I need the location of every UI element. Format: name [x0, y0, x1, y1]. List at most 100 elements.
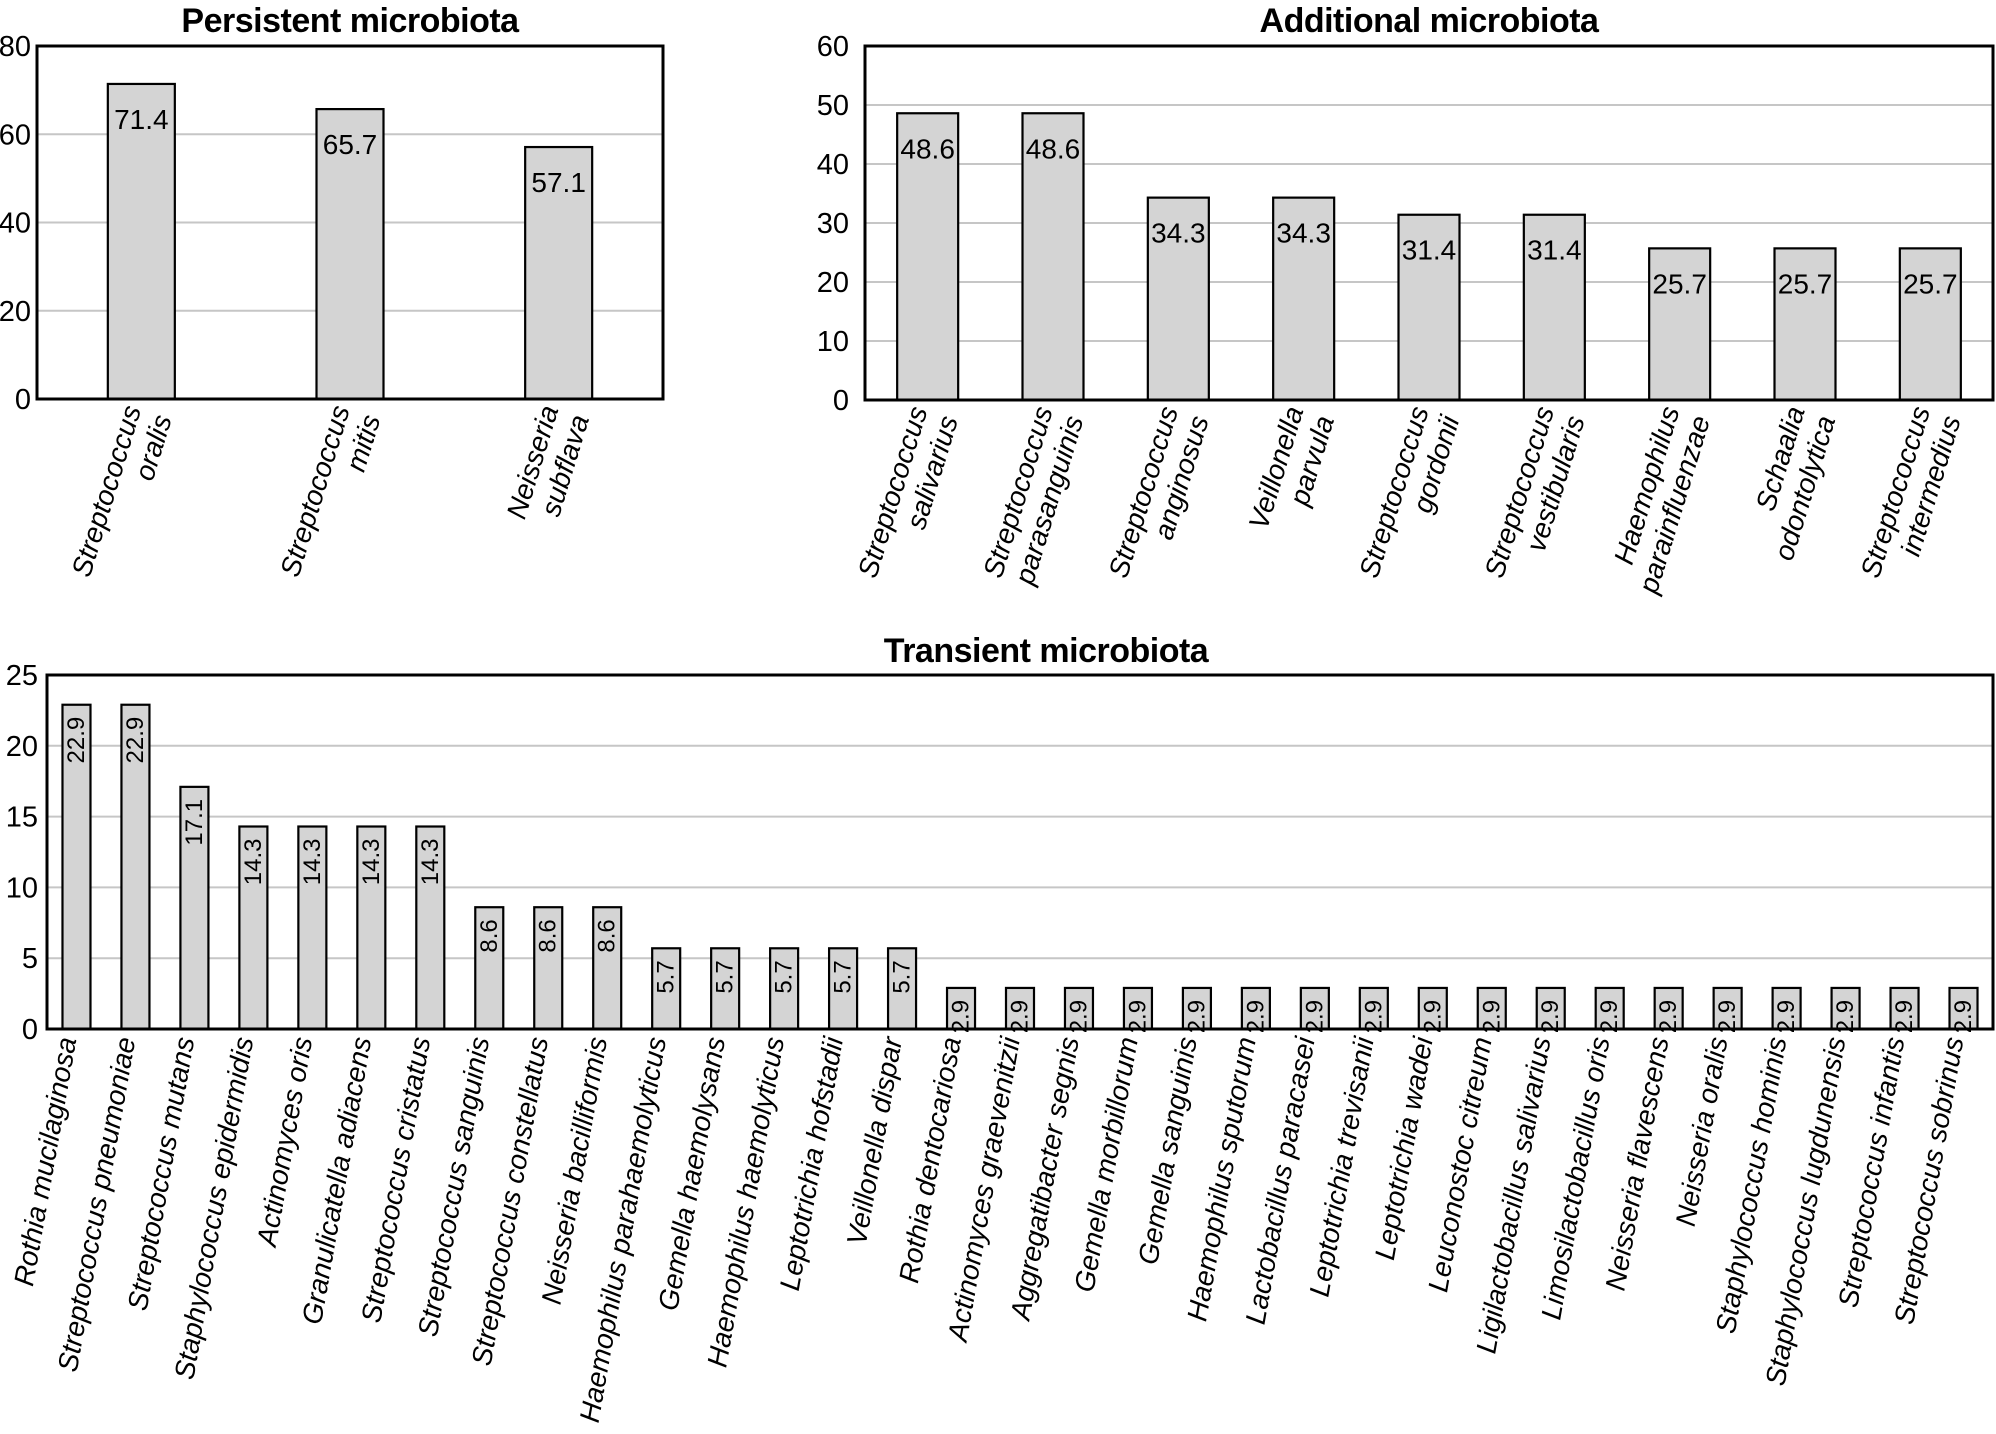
- bar-value-label: 14.3: [417, 839, 444, 886]
- bar: [179, 785, 210, 1031]
- y-tick-label: 20: [0, 296, 31, 328]
- bar: [769, 947, 800, 1031]
- category-label: Streptococcusoralis: [66, 402, 178, 590]
- category-label: Leptotrichia hofstadii: [774, 1034, 849, 1293]
- y-tick-label: 30: [817, 208, 849, 240]
- bar-value-label: 5.7: [830, 960, 857, 993]
- y-tick-label: 60: [0, 119, 31, 151]
- y-tick-label: 10: [6, 872, 38, 904]
- plot-border: [35, 44, 665, 401]
- bar-value-label: 57.1: [531, 167, 586, 198]
- bar: [1181, 986, 1213, 1031]
- y-tick-label: 25: [6, 660, 38, 692]
- category-label: Streptococcussalivarius: [852, 403, 964, 591]
- category-label: Streptococcusvestibularis: [1479, 403, 1591, 591]
- bar: [1146, 196, 1210, 402]
- category-label: Streptococcusintermedius: [1855, 403, 1967, 591]
- bar-value-label: 34.3: [1276, 218, 1331, 249]
- bar-value-label: 5.7: [712, 960, 739, 993]
- y-tick-label: 80: [0, 31, 31, 63]
- bar: [106, 82, 176, 401]
- y-tick-label: 40: [817, 149, 849, 181]
- bar-value-label: 5.7: [889, 960, 916, 993]
- bar: [896, 112, 960, 402]
- bar-value-label: 31.4: [1527, 235, 1582, 266]
- bar: [1594, 986, 1625, 1031]
- bar-value-label: 5.7: [653, 960, 680, 993]
- y-tick-label: 0: [833, 385, 849, 417]
- category-label: Rothia mucilaginosa: [8, 1035, 82, 1289]
- chart-title-persistent: Persistent microbiota: [181, 2, 519, 40]
- bar-value-label: 8.6: [535, 919, 562, 952]
- bar: [315, 107, 385, 401]
- bar: [61, 703, 92, 1031]
- bar-value-label: 14.3: [240, 839, 267, 886]
- category-label: Veillonellaparvula: [1243, 403, 1340, 542]
- bar-value-label: 8.6: [476, 919, 503, 952]
- bar: [1397, 213, 1461, 402]
- y-tick-label: 0: [22, 1014, 38, 1046]
- bar: [1272, 196, 1336, 402]
- bar: [1773, 247, 1837, 402]
- y-tick-label: 20: [6, 731, 38, 763]
- bar-value-label: 17.1: [181, 799, 208, 846]
- bar-value-label: 31.4: [1402, 235, 1457, 266]
- category-label: Leptotrichia wadei: [1369, 1034, 1439, 1262]
- chart-persistent: 0 20 40 60 80 71.4 Streptococcusoralis 65.7 Stre…: [0, 31, 665, 590]
- y-tick-label: 20: [817, 267, 849, 299]
- y-tick-label: 60: [817, 31, 849, 63]
- y-tick-label: 0: [15, 384, 31, 416]
- category-label: Haemophilusparainfluenzae: [1602, 403, 1716, 598]
- category-label: Neisseria oralis: [1670, 1035, 1734, 1229]
- bar: [1122, 986, 1154, 1031]
- bar: [1830, 986, 1861, 1031]
- bar: [297, 825, 328, 1031]
- bar: [1476, 986, 1507, 1031]
- category-label: Streptococcusmitis: [274, 402, 386, 590]
- bar-value-label: 34.3: [1151, 218, 1206, 249]
- bar-value-label: 8.6: [594, 919, 621, 952]
- category-label: Rothia dentocariosa: [893, 1035, 967, 1286]
- category-label: Streptococcusparasanguinis: [977, 403, 1089, 591]
- bar-value-label: 65.7: [323, 129, 378, 160]
- bar: [415, 825, 446, 1031]
- chart-title-transient: Transient microbiota: [883, 632, 1209, 670]
- category-label: Streptococcusanginosus: [1103, 403, 1215, 591]
- y-tick-label: 15: [6, 802, 38, 834]
- bar-value-label: 22.9: [63, 717, 90, 764]
- bar: [1358, 986, 1389, 1031]
- bar: [1417, 986, 1448, 1031]
- bar: [356, 825, 387, 1031]
- bar-value-label: 25.7: [1778, 268, 1833, 299]
- y-tick-label: 10: [817, 326, 849, 358]
- bar: [1004, 986, 1036, 1031]
- bar-value-label: 14.3: [358, 839, 385, 886]
- bar-value-label: 25.7: [1652, 268, 1707, 299]
- bar-value-label: 22.9: [122, 717, 149, 764]
- plot-border: [863, 44, 1995, 402]
- bar: [1299, 986, 1330, 1031]
- bar: [1021, 112, 1085, 402]
- chart-title-additional: Additional microbiota: [1259, 2, 1599, 40]
- bar: [1889, 986, 1920, 1031]
- bar: [238, 825, 269, 1031]
- category-label: Neisseria flavescens: [1599, 1035, 1674, 1293]
- category-label: Streptococcusgordonii: [1353, 402, 1465, 591]
- y-tick-label: 50: [817, 90, 849, 122]
- bar-value-label: 48.6: [1026, 133, 1081, 164]
- bar: [592, 906, 623, 1031]
- category-label: Leptotrichia trevisanii: [1304, 1034, 1380, 1299]
- category-label: Actinomyces oris: [251, 1035, 319, 1251]
- category-label: Neisseriasubflava: [501, 402, 595, 532]
- bar: [1522, 213, 1586, 402]
- y-tick-label: 5: [22, 943, 38, 975]
- bar: [886, 947, 918, 1031]
- bar-value-label: 71.4: [114, 104, 169, 135]
- bar-value-label: 25.7: [1903, 268, 1958, 299]
- category-label: Schaaliaodontolytica: [1737, 403, 1841, 564]
- bar: [1648, 247, 1712, 402]
- bar: [474, 906, 505, 1031]
- bar-value-label: 48.6: [900, 133, 955, 164]
